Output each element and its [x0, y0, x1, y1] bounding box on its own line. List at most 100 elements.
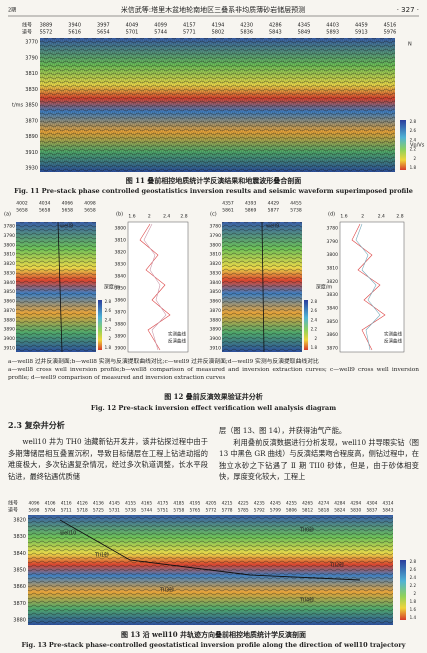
left-column: well10 井为 TH0 油藏新钻开发井，该井钻探过程中由于多期薄储层相互叠置…	[8, 436, 208, 482]
trace-number: 5654	[97, 30, 110, 36]
time-tick: 3810	[210, 252, 222, 258]
y-label: 深度/m	[316, 284, 333, 291]
header-page: · 327 ·	[397, 6, 419, 14]
time-tick: 3900	[4, 336, 16, 342]
line-number: 4235	[254, 501, 265, 507]
trace-number: 5725	[93, 508, 104, 514]
trace-number: 5843	[269, 30, 282, 36]
line-number: 4136	[93, 501, 104, 507]
paragraph: 层（图 13、图 14），并获得油气产能。	[219, 426, 347, 435]
y-tick: 3850	[327, 319, 339, 325]
trace-number: 5976	[384, 30, 397, 36]
trace-number: 5758	[173, 508, 184, 514]
time-tick: 3840	[210, 280, 222, 286]
panel-tag: (c)	[210, 212, 217, 218]
trace-number: 5711	[61, 508, 72, 514]
trace-number: 5658	[84, 208, 96, 214]
line-number: 4175	[157, 501, 168, 507]
y-tick: 3820	[115, 250, 127, 256]
seismic-traces	[40, 38, 395, 172]
line-number: 4106	[45, 501, 56, 507]
trace-number: 5913	[355, 30, 368, 36]
y-tick: 3880	[115, 322, 127, 328]
trace-number: 5893	[326, 30, 339, 36]
y-tick: 3800	[327, 252, 339, 258]
line-number: 4314	[383, 501, 394, 507]
time-tick: 3860	[4, 299, 16, 305]
time-tick: 3910	[4, 346, 16, 352]
line-label: well9	[266, 224, 279, 230]
fig12-note: a—well8 过井反演剖面;b—well8 实测与反演提取曲线对比;c—wel…	[8, 358, 419, 382]
time-tick: 3900	[210, 336, 222, 342]
colorbar-tick: 2	[108, 336, 111, 341]
north: N	[408, 42, 412, 48]
time-tick: 3830	[25, 87, 38, 93]
line-number: 4286	[269, 23, 282, 29]
time-tick: 3830	[13, 534, 26, 540]
time-tick: 3840	[13, 551, 26, 557]
header-left: 2期	[8, 8, 16, 14]
line-label: 线号	[8, 500, 18, 507]
time-tick: 3870	[4, 308, 16, 314]
sand-label: TII3砂	[159, 587, 174, 594]
y-tick: 3850	[115, 286, 127, 292]
measured-curve	[139, 223, 171, 351]
trace-number: 5658	[62, 208, 74, 214]
note-cn: a—well8 过井反演剖面;b—well8 实测与反演提取曲线对比;c—wel…	[8, 359, 319, 365]
line-number: 4195	[189, 501, 200, 507]
paragraph: 利用叠前反演数据进行分析发现，well10 井导眼实钻（图 13 中黑色 GR …	[219, 437, 419, 482]
y-tick: 3780	[327, 226, 339, 232]
line-number: 4049	[126, 23, 139, 29]
trace-number: 5701	[126, 30, 139, 36]
time-tick: 3890	[4, 327, 16, 333]
trace-number: 5744	[141, 508, 152, 514]
colorbar-tick: 2.2	[410, 583, 417, 588]
time-label: t/ms	[12, 103, 24, 109]
sand-label: TII1砂	[94, 552, 109, 559]
line-number: 4357	[222, 201, 234, 207]
fig13-caption-cn: 图 13 沿 well10 井轨迹方向叠前相控地质统计学反演剖面	[120, 630, 307, 639]
time-tick: 3850	[4, 289, 16, 295]
y-label: 深度/m	[104, 284, 121, 291]
y-tick: 3870	[327, 346, 339, 352]
panel-tag: (a)	[4, 212, 11, 218]
colorbar-tick: 2.8	[105, 299, 112, 304]
line-number: 3940	[68, 23, 81, 29]
line-number: 4393	[245, 201, 257, 207]
time-tick: 3870	[210, 308, 222, 314]
y-tick: 3900	[115, 346, 127, 352]
line-number: 4096	[29, 501, 40, 507]
y-tick: 3820	[327, 279, 339, 285]
y-tick: 3830	[115, 262, 127, 268]
line-number: 4345	[298, 23, 311, 29]
line-number: 4145	[109, 501, 120, 507]
colorbar-tick: 2.6	[105, 308, 112, 313]
line-number: 4194	[212, 23, 225, 29]
trace-number: 5799	[270, 508, 281, 514]
y-tick: 3810	[327, 266, 339, 272]
colorbar-tick: 2.6	[410, 128, 417, 133]
time-tick: 3820	[13, 518, 26, 524]
line-number: 4304	[366, 501, 377, 507]
trace-number: 5869	[245, 208, 257, 214]
x-tick: 2.8	[396, 214, 403, 220]
time-tick: 3860	[210, 299, 222, 305]
panel-a-waves	[16, 222, 96, 352]
sand-label: TII2砂	[329, 562, 344, 569]
y-tick: 3860	[115, 298, 127, 304]
time-tick: 3820	[4, 261, 16, 267]
line-number: 4429	[268, 201, 280, 207]
trace-number: 5738	[125, 508, 136, 514]
trace-number: 5877	[268, 208, 280, 214]
legend-entry: 反演曲线	[168, 338, 186, 345]
time-tick: 3800	[210, 242, 222, 248]
trace-number: 5572	[40, 30, 53, 36]
line-number: 4157	[183, 23, 196, 29]
y-tick: 3800	[115, 226, 127, 232]
line-number: 4284	[334, 501, 345, 507]
panel-b-frame	[127, 221, 189, 353]
colorbar-tick: 2.6	[311, 308, 318, 313]
trace-number: 5830	[350, 508, 361, 514]
paragraph: well10 井为 TH0 油藏新钻开发井，该井钻探过程中由于多期薄储层相互叠置…	[8, 437, 208, 481]
